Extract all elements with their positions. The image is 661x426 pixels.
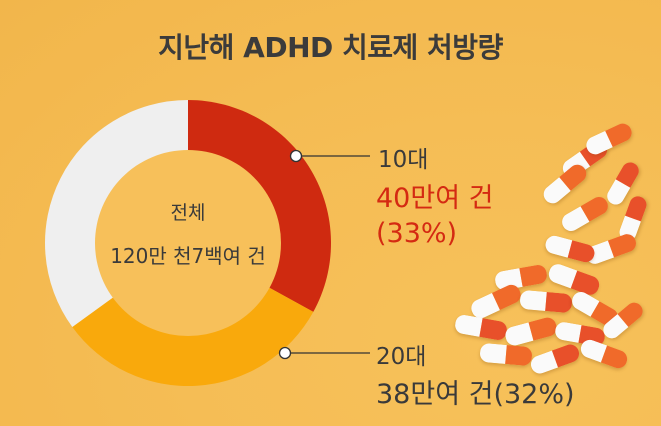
leader-dot-10s [289, 149, 303, 163]
slice-label-20s: 20대 [376, 344, 427, 370]
slice-pct-10s: (33%) [376, 218, 458, 249]
chart-title: 지난해 ADHD 치료제 처방량 [158, 31, 503, 64]
center-title: 전체 [170, 202, 206, 224]
slice-value-10s: 40만여 건 [376, 183, 494, 214]
center-value: 120만 천7백여 건 [110, 244, 266, 268]
leader-dot-20s [278, 346, 292, 360]
slice-value-20s: 38만여 건(32%) [376, 379, 575, 410]
donut-hole [95, 150, 281, 336]
slice-label-10s: 10대 [378, 147, 429, 173]
